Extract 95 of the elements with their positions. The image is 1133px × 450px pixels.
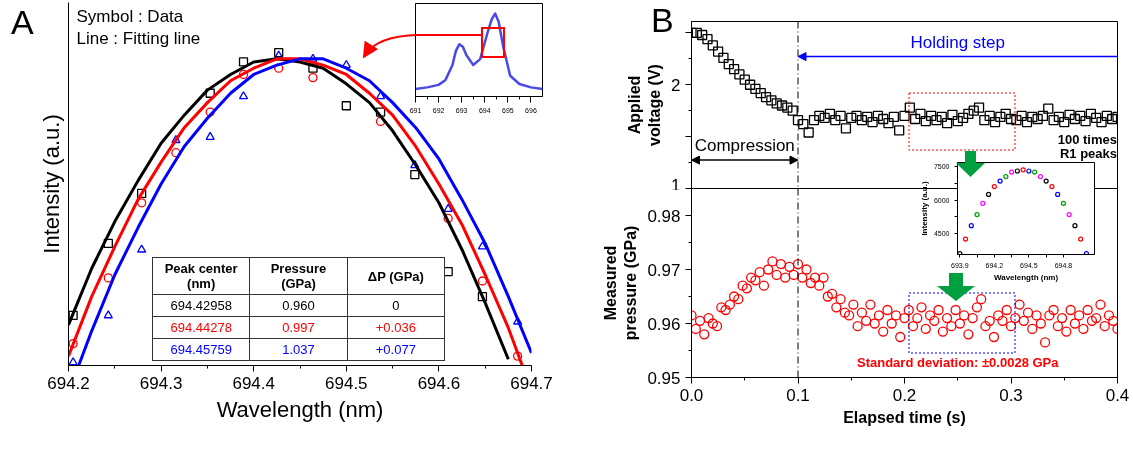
point <box>1003 173 1009 180</box>
point <box>1009 169 1015 175</box>
annotation: Compression <box>694 136 795 156</box>
point <box>477 292 488 302</box>
point <box>443 213 453 224</box>
point <box>308 72 318 83</box>
y-axis-title: Applied voltage (V) <box>625 64 664 146</box>
point <box>997 178 1003 184</box>
point <box>410 169 420 180</box>
x-tick-label: 0.4 <box>1105 385 1130 405</box>
point <box>68 310 78 321</box>
point <box>137 198 147 208</box>
text: Line : Fitting line <box>76 28 201 48</box>
y-tick-label: 0.95 <box>647 368 681 388</box>
y-axis-title: Measured pressure (GPa) <box>602 225 640 341</box>
annotation: 0.960 <box>249 294 348 317</box>
text: Symbol : Data <box>76 6 184 26</box>
y-tick-label: 1 <box>671 175 681 195</box>
point <box>968 223 974 229</box>
point <box>1037 173 1043 180</box>
x-tick-label: 694.2 <box>47 373 90 393</box>
annotation: +0.036 <box>347 316 445 339</box>
x-tick-label: 694.3 <box>139 373 183 393</box>
x-axis-title: Wavelength (nm) <box>993 272 1059 282</box>
annotation: Standard deviation: ±0.0028 GPa <box>857 354 1060 370</box>
y-tick-label: 0.96 <box>647 314 681 334</box>
point <box>974 211 980 218</box>
point <box>1014 168 1020 174</box>
annotation: 694.44278 <box>152 316 250 339</box>
point <box>68 357 78 366</box>
x-tick-label: 0.1 <box>786 385 810 405</box>
y-tick-label: 2 <box>671 75 681 95</box>
chart-title: B <box>651 1 674 40</box>
point <box>103 310 113 319</box>
point <box>171 134 181 144</box>
point <box>985 191 992 198</box>
point <box>238 69 249 80</box>
point <box>1078 236 1084 242</box>
point <box>1055 191 1061 198</box>
annotation: Holding step <box>910 32 1006 52</box>
annotation: 100 times R1 peaks <box>1056 132 1117 161</box>
x-tick-label: 694.7 <box>510 373 553 393</box>
point <box>512 316 523 325</box>
point <box>991 184 997 190</box>
annotation: +0.077 <box>347 338 445 361</box>
point <box>1060 200 1067 206</box>
point <box>980 200 986 206</box>
point <box>341 101 351 111</box>
annotation: 694.42958 <box>152 294 250 317</box>
point <box>1072 223 1078 229</box>
y-axis-title: Intensity (a.u.) <box>919 181 929 236</box>
annotation: ΔP (GPa) <box>347 257 445 295</box>
annotation: 0.997 <box>249 316 348 339</box>
x-tick-label: 0.2 <box>892 385 917 405</box>
annotation: 1.037 <box>249 338 348 361</box>
point <box>1032 169 1038 175</box>
point <box>205 131 215 141</box>
point <box>238 57 249 67</box>
point <box>137 188 147 199</box>
point <box>1020 167 1026 173</box>
point <box>205 88 215 98</box>
annotation: 0 <box>347 294 445 317</box>
point <box>1026 168 1032 174</box>
y-tick-label: 0.98 <box>647 206 681 226</box>
annotation: 694.45759 <box>152 338 250 361</box>
point <box>1049 184 1055 190</box>
x-axis-title: Elapsed time (s) <box>843 408 966 426</box>
y-tick-label: 0.97 <box>647 260 681 280</box>
point <box>238 91 249 100</box>
point <box>103 238 113 249</box>
point <box>962 236 969 242</box>
point <box>205 107 215 117</box>
point <box>68 338 78 349</box>
point <box>477 241 488 250</box>
x-tick-label: 0.0 <box>679 385 704 405</box>
point <box>103 273 113 283</box>
point <box>308 63 318 73</box>
point <box>477 276 488 286</box>
point <box>1066 211 1072 218</box>
point <box>375 91 386 100</box>
point <box>1043 178 1049 184</box>
annotation: Peak center (nm) <box>152 257 250 295</box>
chart-title: A <box>11 3 34 42</box>
point <box>137 244 147 253</box>
point <box>410 159 420 169</box>
x-tick-label: 694.6 <box>417 373 461 393</box>
x-axis-title: Wavelength (nm) <box>216 396 384 422</box>
y-axis-title: Intensity (a.u.) <box>38 114 64 254</box>
x-tick-label: 694.5 <box>325 373 368 393</box>
x-tick-label: 694.4 <box>232 373 275 393</box>
x-tick-label: 0.3 <box>999 385 1023 405</box>
annotation: Pressure (GPa) <box>249 257 348 295</box>
point <box>375 107 386 117</box>
point <box>512 351 523 361</box>
point <box>443 203 453 212</box>
